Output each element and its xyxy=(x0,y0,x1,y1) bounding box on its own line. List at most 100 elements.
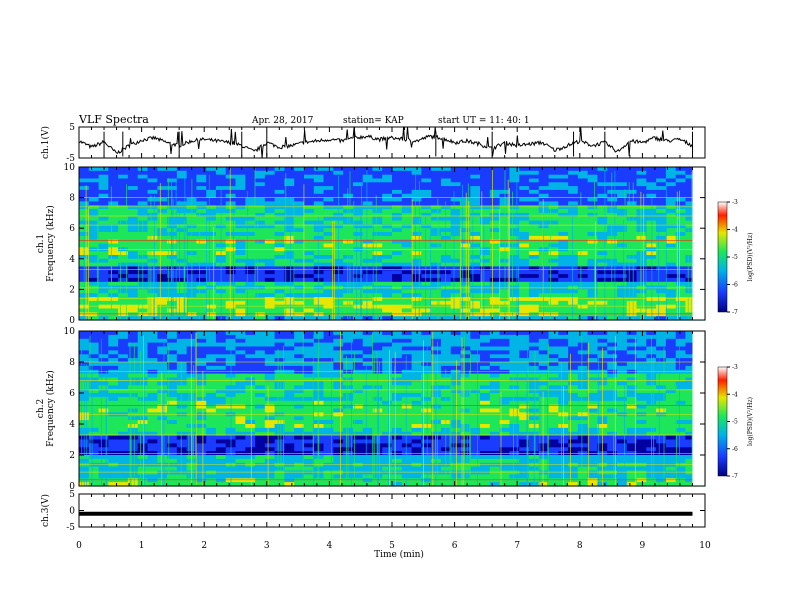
psd-cell xyxy=(264,182,276,187)
psd-cell xyxy=(509,404,520,410)
psd-cell xyxy=(88,381,100,386)
psd-cell xyxy=(235,373,246,379)
psd-cell xyxy=(382,312,393,317)
psd-cell xyxy=(587,377,598,382)
psd-cell xyxy=(450,270,462,275)
psd-cell xyxy=(284,362,295,367)
psd-cell xyxy=(489,365,501,371)
psd-cell xyxy=(362,365,374,371)
psd-cell xyxy=(137,416,149,421)
psd-cell xyxy=(558,338,569,344)
psd-cell xyxy=(607,293,618,298)
psd-cell xyxy=(313,297,325,302)
psd-cell xyxy=(176,224,188,229)
psd-cell xyxy=(186,447,197,452)
psd-cell xyxy=(626,354,638,359)
psd-cell xyxy=(509,346,520,351)
psd-cell xyxy=(196,404,207,410)
psd-cell xyxy=(401,420,413,425)
psd-cell xyxy=(392,420,403,425)
psd-cell xyxy=(656,209,667,214)
psd-cell xyxy=(548,435,559,441)
psd-cell xyxy=(304,270,315,275)
psd-cell xyxy=(499,377,510,382)
psd-cell xyxy=(499,400,510,406)
psd-cell xyxy=(548,389,559,394)
psd-cell xyxy=(313,316,325,321)
psd-cell xyxy=(323,300,334,306)
psd-cell xyxy=(235,201,246,206)
psd-cell xyxy=(108,239,119,245)
psd-cell xyxy=(617,174,628,180)
psd-cell xyxy=(577,224,589,229)
psd-cell xyxy=(548,209,559,214)
psd-cell xyxy=(206,377,217,382)
psd-cell xyxy=(196,420,207,425)
psd-cell xyxy=(294,443,305,448)
psd-cell xyxy=(98,235,109,241)
psd-cell xyxy=(176,316,188,321)
psd-cell xyxy=(411,266,422,271)
psd-cell xyxy=(685,174,696,180)
psd-cell xyxy=(607,400,618,406)
psd-cell xyxy=(587,338,598,344)
psd-cell xyxy=(617,224,628,229)
psd-cell xyxy=(245,255,256,260)
psd-cell xyxy=(568,277,579,283)
psd-cell xyxy=(313,289,325,294)
psd-cell xyxy=(626,216,638,222)
psd-cell xyxy=(352,369,364,375)
psd-cell xyxy=(499,369,510,375)
psd-cell xyxy=(401,373,413,379)
psd-cell xyxy=(304,209,315,214)
psd-cell xyxy=(186,393,197,398)
psd-cell xyxy=(284,312,295,317)
psd-cell xyxy=(558,304,569,310)
psd-cell xyxy=(548,228,559,233)
psd-cell xyxy=(304,262,315,267)
psd-cell xyxy=(304,416,315,421)
psd-cell xyxy=(245,358,256,363)
psd-cell xyxy=(617,300,628,306)
psd-cell xyxy=(675,408,687,413)
psd-cell xyxy=(656,435,667,441)
psd-cell xyxy=(235,209,246,214)
psd-cell xyxy=(245,209,256,214)
psd-cell xyxy=(196,186,207,191)
psd-cell xyxy=(607,258,618,264)
psd-cell xyxy=(127,270,139,275)
psd-cell xyxy=(215,167,227,172)
psd-cell xyxy=(528,346,540,351)
psd-cell xyxy=(245,277,256,283)
psd-cell xyxy=(147,224,158,229)
psd-cell xyxy=(274,400,285,406)
psd-cell xyxy=(333,396,344,402)
psd-cell xyxy=(528,373,540,379)
psd-cell xyxy=(421,297,432,302)
psd-cell xyxy=(480,346,491,351)
psd-cell xyxy=(528,365,540,371)
psd-cell xyxy=(548,243,559,248)
psd-cell xyxy=(558,232,569,237)
psd-cell xyxy=(587,365,598,371)
psd-cell xyxy=(509,293,520,298)
psd-cell xyxy=(392,334,403,340)
psd-cell xyxy=(372,232,383,237)
psd-cell xyxy=(617,420,628,425)
psd-cell xyxy=(450,209,462,214)
psd-cell xyxy=(577,435,589,441)
psd-cell xyxy=(206,212,217,218)
psd-cell xyxy=(617,443,628,448)
psd-cell xyxy=(313,209,325,214)
psd-cell xyxy=(431,312,442,317)
psd-cell xyxy=(421,255,432,260)
psd-cell xyxy=(421,354,432,359)
psd-cell xyxy=(157,289,168,294)
psd-cell xyxy=(118,377,129,382)
psd-cell xyxy=(127,435,139,441)
psd-cell xyxy=(88,277,100,283)
psd-cell xyxy=(626,389,638,394)
psd-cell xyxy=(304,365,315,371)
psd-cell xyxy=(235,408,246,413)
